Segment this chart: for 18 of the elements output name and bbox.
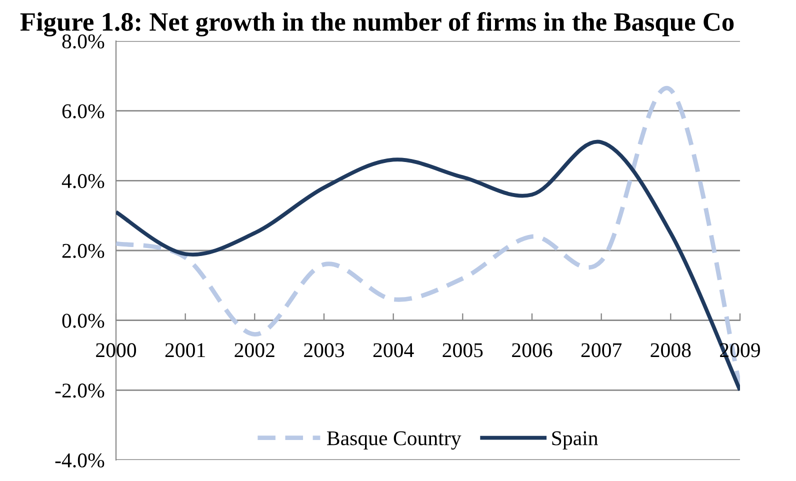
- y-tick-label: 0.0%: [62, 314, 104, 328]
- y-tick-label: 2.0%: [62, 244, 104, 258]
- y-tick-label: 8.0%: [62, 34, 104, 49]
- x-tick-label: 2001: [165, 343, 205, 358]
- x-tick-label: 2008: [650, 343, 691, 358]
- x-tick-label: 2005: [442, 343, 483, 358]
- x-tick-label: 2007: [581, 343, 622, 358]
- x-tick-label: 2006: [512, 343, 552, 358]
- legend-label: Spain: [552, 431, 598, 450]
- x-tick-label: 2000: [96, 343, 136, 358]
- y-tick-label: 6.0%: [62, 104, 104, 118]
- y-tick-label: 4.0%: [62, 174, 104, 188]
- x-tick-label: 2003: [304, 343, 344, 358]
- y-tick-label: -4.0%: [55, 453, 104, 468]
- y-tick-label: -2.0%: [55, 384, 104, 398]
- x-tick-label: 2004: [373, 343, 414, 358]
- x-tick-label: 2002: [234, 343, 274, 358]
- legend-label: Basque Country: [327, 431, 462, 450]
